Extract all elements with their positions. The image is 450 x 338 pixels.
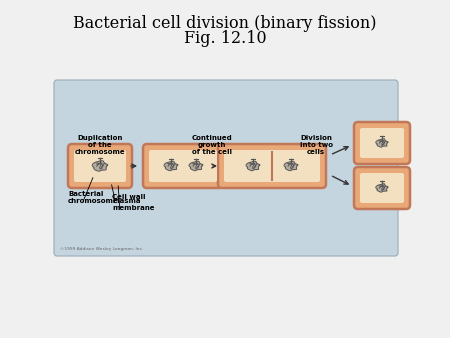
- Text: Bacterial
chromosome: Bacterial chromosome: [68, 191, 119, 204]
- FancyBboxPatch shape: [218, 144, 326, 188]
- Text: Continued
growth
of the cell: Continued growth of the cell: [192, 135, 232, 155]
- FancyBboxPatch shape: [360, 128, 404, 158]
- FancyBboxPatch shape: [74, 150, 126, 182]
- Text: Duplication
of the
chromosome: Duplication of the chromosome: [75, 135, 125, 155]
- Ellipse shape: [165, 162, 177, 170]
- Text: Cell wall: Cell wall: [112, 194, 145, 200]
- Ellipse shape: [284, 162, 297, 170]
- Ellipse shape: [93, 161, 107, 171]
- Ellipse shape: [189, 162, 202, 170]
- FancyBboxPatch shape: [354, 167, 410, 209]
- FancyBboxPatch shape: [68, 144, 132, 188]
- FancyBboxPatch shape: [149, 150, 217, 182]
- Ellipse shape: [247, 162, 259, 170]
- Ellipse shape: [376, 184, 387, 192]
- FancyBboxPatch shape: [354, 122, 410, 164]
- FancyBboxPatch shape: [143, 144, 223, 188]
- Ellipse shape: [376, 139, 387, 147]
- Text: ©1999 Addison Wesley Longman, Inc.: ©1999 Addison Wesley Longman, Inc.: [60, 247, 143, 251]
- Text: Plasma
membrane: Plasma membrane: [112, 198, 154, 211]
- Text: Division
into two
cells: Division into two cells: [300, 135, 333, 155]
- Text: Fig. 12.10: Fig. 12.10: [184, 30, 266, 47]
- FancyBboxPatch shape: [54, 80, 398, 256]
- FancyBboxPatch shape: [360, 173, 404, 203]
- FancyBboxPatch shape: [224, 150, 320, 182]
- Text: Bacterial cell division (binary fission): Bacterial cell division (binary fission): [73, 15, 377, 32]
